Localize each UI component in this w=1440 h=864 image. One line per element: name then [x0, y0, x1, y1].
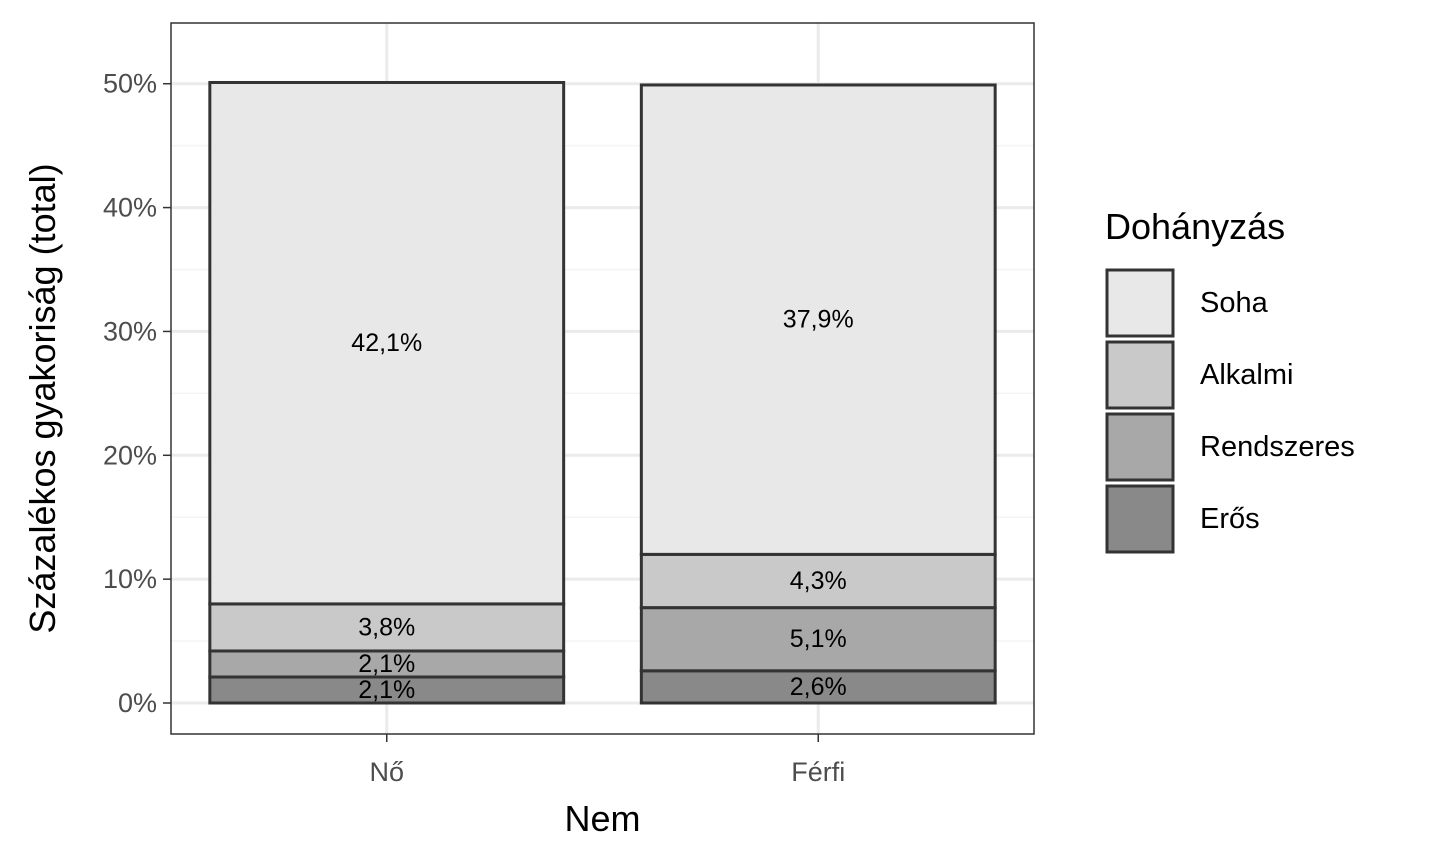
x-axis-title: Nem	[564, 798, 640, 839]
bar-segment-soha-nő	[208, 80, 566, 606]
y-axis-title: Százalékos gyakoriság (total)	[22, 163, 63, 633]
legend-label: Alkalmi	[1200, 359, 1293, 391]
data-label: 2,1%	[358, 676, 415, 704]
legend-label: Rendszeres	[1200, 431, 1355, 463]
legend: Dohányzás Soha Alkalmi Rendszeres Erős	[1105, 206, 1355, 554]
legend-label: Soha	[1200, 287, 1269, 319]
y-tick-label: 50%	[103, 69, 157, 99]
x-tick-label: Nő	[369, 757, 404, 787]
data-label: 5,1%	[790, 625, 847, 653]
y-tick-label: 0%	[118, 688, 157, 718]
data-label: 2,1%	[358, 650, 415, 678]
bar-stacks	[208, 80, 997, 705]
y-axis: 0% 10% 20% 30% 40% 50%	[103, 69, 171, 718]
data-label: 3,8%	[358, 613, 415, 641]
y-tick-label: 10%	[103, 564, 157, 594]
panel-border	[170, 22, 1035, 735]
legend-title: Dohányzás	[1105, 206, 1285, 247]
legend-key-erős	[1105, 484, 1175, 554]
legend-key-rendszeres	[1105, 412, 1175, 482]
x-axis: Nő Férfi	[369, 734, 845, 787]
bar-segment-rendszeres-férfi	[639, 606, 997, 673]
bar-segment-soha-férfi	[639, 83, 997, 556]
y-tick-label: 20%	[103, 440, 157, 470]
data-labels: 2,1%2,1% 3,8% 42,1% 2,6% 5,1% 4,3% 37,9%	[351, 306, 853, 704]
y-tick-label: 40%	[103, 193, 157, 223]
data-label: 2,6%	[790, 673, 847, 701]
bar-segment-alkalmi-nő	[208, 602, 566, 653]
data-label: 4,3%	[790, 567, 847, 595]
legend-key-alkalmi	[1105, 340, 1175, 410]
legend-key-soha	[1105, 268, 1175, 338]
x-tick-label: Férfi	[791, 757, 845, 787]
bar-segment-erős-nő	[208, 675, 566, 705]
y-tick-label: 30%	[103, 316, 157, 346]
data-label: 42,1%	[351, 329, 422, 357]
legend-label: Erős	[1200, 503, 1260, 535]
data-label: 37,9%	[783, 306, 854, 334]
